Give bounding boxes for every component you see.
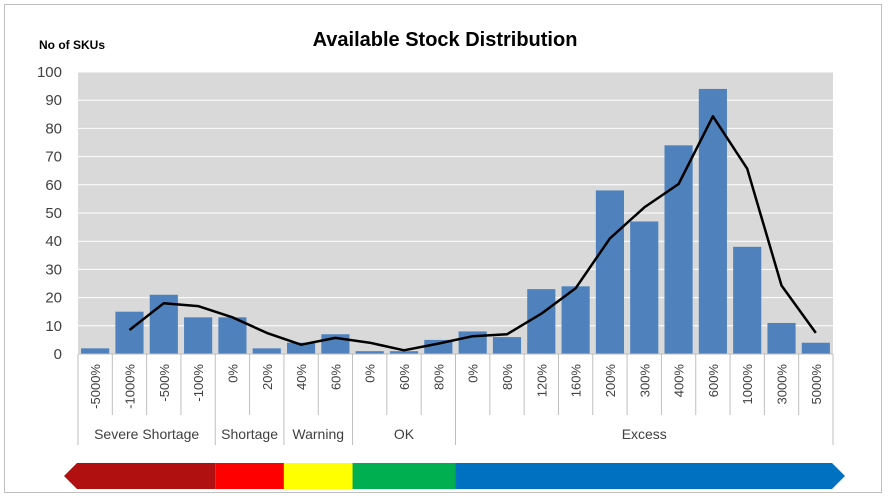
x-tick-label: 400% xyxy=(672,364,687,398)
bar xyxy=(389,351,419,354)
x-tick-label: 1000% xyxy=(740,364,755,405)
x-tick-label: 5000% xyxy=(809,364,824,405)
bar xyxy=(81,348,110,354)
status-segment xyxy=(283,463,353,489)
group-label: OK xyxy=(394,426,415,442)
y-tick-label: 0 xyxy=(54,346,62,363)
x-tick-label: 0% xyxy=(363,364,378,383)
x-tick-label: 60% xyxy=(328,364,343,390)
x-tick-label: 0% xyxy=(466,364,481,383)
x-tick-label: 40% xyxy=(294,364,309,390)
x-tick-label: 80% xyxy=(500,364,515,390)
x-tick-label: 120% xyxy=(534,364,549,398)
x-tick-label: 200% xyxy=(603,364,618,398)
y-tick-label: 60 xyxy=(45,177,62,194)
y-tick-label: 90 xyxy=(45,92,62,109)
bar xyxy=(630,221,659,354)
status-segment xyxy=(455,463,845,489)
bar xyxy=(355,351,384,354)
group-label: Severe Shortage xyxy=(94,426,199,442)
x-tick-label: 80% xyxy=(431,364,446,390)
bar xyxy=(801,342,830,354)
x-tick-label: 20% xyxy=(260,364,275,390)
bar xyxy=(424,339,453,354)
y-tick-label: 20 xyxy=(45,290,62,307)
y-tick-label: 30 xyxy=(45,261,62,278)
bar xyxy=(561,286,590,354)
y-tick-label: 40 xyxy=(45,233,62,250)
y-tick-label: 70 xyxy=(45,149,62,166)
chart-title: Available Stock Distribution xyxy=(313,29,578,51)
bar xyxy=(492,337,522,354)
x-tick-label: 160% xyxy=(569,364,584,398)
status-segment xyxy=(215,463,284,489)
status-arrow xyxy=(64,463,845,489)
x-tick-label: 3000% xyxy=(775,364,790,405)
x-tick-label: -100% xyxy=(191,364,206,402)
x-tick-label: -5000% xyxy=(88,364,103,409)
bar xyxy=(733,246,762,354)
y-tick-label: 80 xyxy=(45,120,62,137)
x-tick-label: 300% xyxy=(637,364,652,398)
y-tick-label: 50 xyxy=(45,205,62,222)
trend-line xyxy=(128,115,817,352)
group-axis: Severe Shortage Shortage Warning OK Excess xyxy=(77,415,834,445)
group-label: Excess xyxy=(622,426,667,442)
bar xyxy=(767,322,796,354)
group-label: Shortage xyxy=(221,426,278,442)
bar xyxy=(698,88,727,355)
status-segment xyxy=(352,463,456,489)
x-tick-label: -500% xyxy=(157,364,172,402)
x-axis: -5000% -1000% -500% -100% 0% 20% 40% 60% 0% 60% 80… xyxy=(77,353,834,415)
x-tick-label: 0% xyxy=(225,364,240,383)
bar xyxy=(115,311,144,354)
bar xyxy=(286,342,316,354)
bar xyxy=(664,145,693,354)
bar xyxy=(218,317,247,354)
bar xyxy=(252,348,281,354)
status-segment xyxy=(64,463,216,489)
bar xyxy=(527,289,556,354)
x-tick-label: 600% xyxy=(706,364,721,398)
bar xyxy=(184,317,213,354)
bar xyxy=(595,190,625,354)
y-tick-label: 100 xyxy=(37,64,62,81)
x-tick-label: 60% xyxy=(397,364,412,390)
x-tick-label: -1000% xyxy=(122,364,137,409)
y-axis-label: No of SKUs xyxy=(39,38,105,52)
y-tick-label: 10 xyxy=(45,318,62,335)
y-axis: 0 10 20 30 40 50 60 70 80 90 100 xyxy=(37,64,62,363)
group-label: Warning xyxy=(292,426,344,442)
